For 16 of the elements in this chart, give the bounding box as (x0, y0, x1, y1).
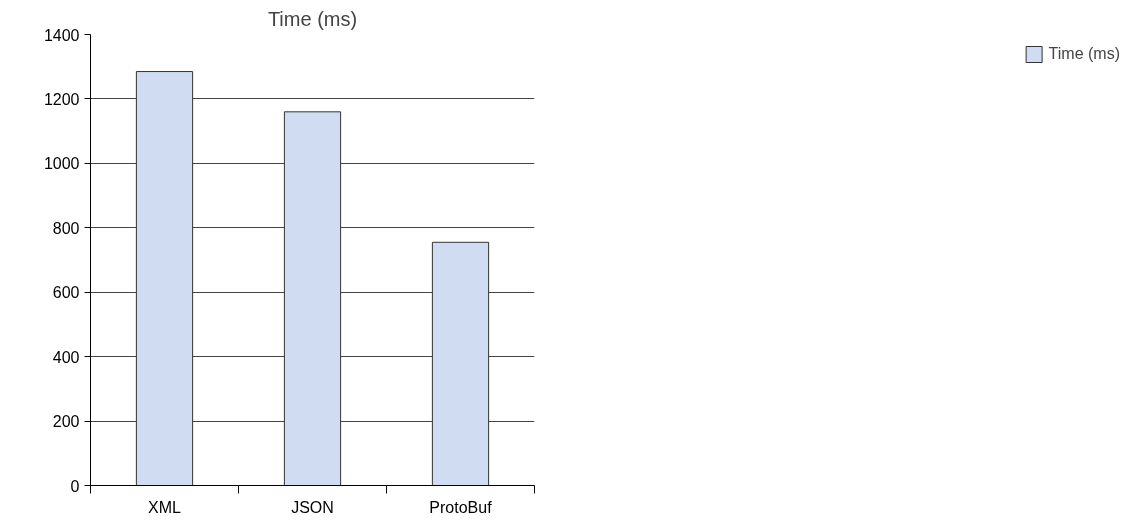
y-tick-label: 600 (52, 284, 80, 302)
y-tick-label: 1400 (43, 26, 80, 44)
y-tick-label: 1000 (43, 155, 80, 173)
x-tick-label: JSON (291, 498, 334, 516)
x-tick-label: ProtoBuf (429, 498, 493, 516)
bar (135, 71, 194, 486)
y-tick-label: 1200 (43, 90, 80, 108)
chart-title: Time (ms) (267, 7, 358, 30)
bar (283, 111, 342, 486)
x-tick-label: XML (148, 498, 182, 516)
y-tick-label: 400 (52, 348, 80, 366)
y-tick-label: 800 (52, 219, 80, 237)
y-tick-label: 200 (52, 413, 80, 431)
bar (431, 241, 490, 486)
y-tick-label: 0 (70, 477, 80, 495)
legend-label: Time (ms) (1048, 45, 1120, 63)
